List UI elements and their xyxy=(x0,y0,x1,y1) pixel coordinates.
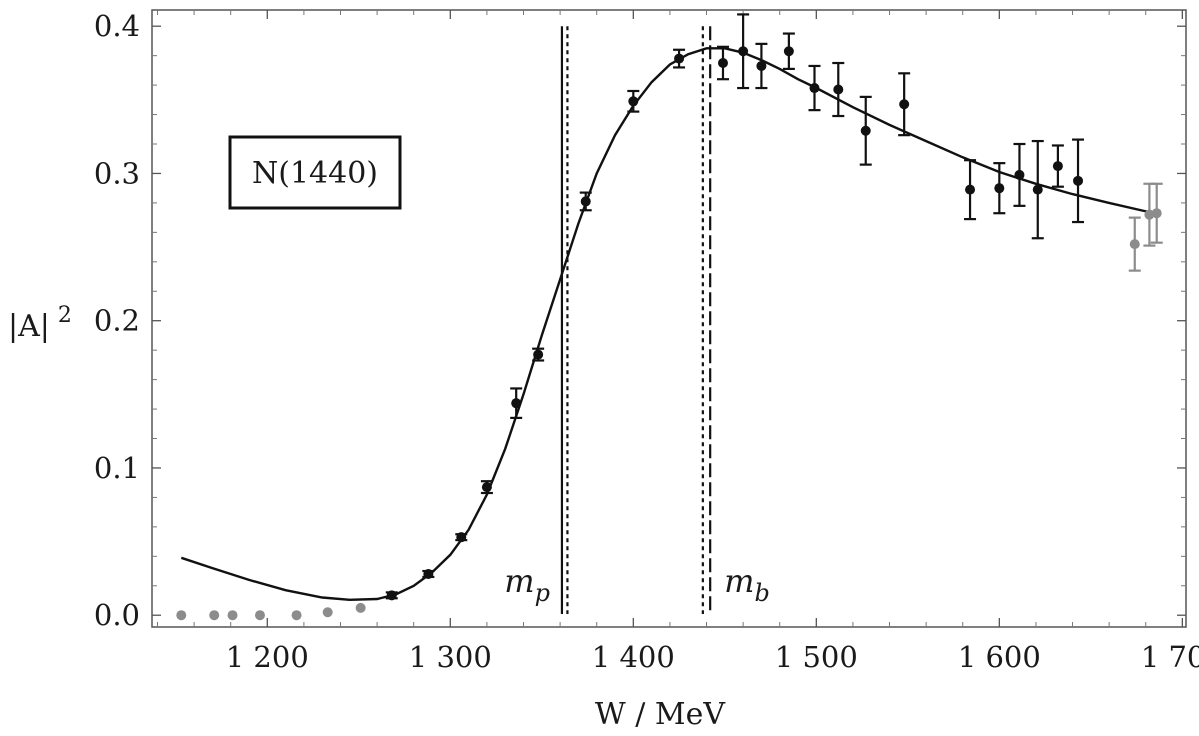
data-point xyxy=(628,96,639,107)
x-tick-label: 1 200 xyxy=(226,640,309,674)
x-tick-label: 1 400 xyxy=(592,640,675,674)
data-point xyxy=(291,610,302,621)
data-point xyxy=(717,58,728,69)
y-axis-title-main: |A| xyxy=(8,309,50,344)
x-axis-title: W / MeV xyxy=(595,697,726,732)
data-point xyxy=(1151,208,1162,219)
data-point xyxy=(227,610,238,621)
axis-ticks xyxy=(152,10,1186,627)
data-points-layer xyxy=(176,13,1163,621)
mass-lines xyxy=(560,26,712,614)
mass-label-main: m xyxy=(504,562,534,600)
tick-labels: 1 200 1 300 1 400 1 500 1 600 1 700 0.0 0.1 0.2 0… xyxy=(94,9,1199,674)
data-point xyxy=(254,610,265,621)
mass-label-main: m xyxy=(724,562,754,600)
plot-frame xyxy=(151,9,1187,628)
data-point xyxy=(965,184,976,195)
data-point xyxy=(1014,169,1025,180)
data-point xyxy=(833,84,844,95)
data-point xyxy=(355,602,366,613)
data-point xyxy=(511,398,522,409)
data-point xyxy=(756,60,767,71)
y-tick-label: 0.0 xyxy=(94,598,140,632)
mass-labels: mp mb xyxy=(504,562,770,607)
data-point xyxy=(1032,184,1043,195)
annotation-label: N(1440) xyxy=(252,156,378,191)
data-point xyxy=(176,610,187,621)
data-point xyxy=(899,99,910,110)
y-tick-label: 0.3 xyxy=(94,156,140,190)
annotation-frame xyxy=(228,135,402,210)
data-point xyxy=(386,590,397,601)
data-point xyxy=(456,532,467,543)
fit-curve xyxy=(180,47,1161,602)
data-point xyxy=(809,83,820,94)
y-tick-label: 0.4 xyxy=(94,9,140,43)
data-point xyxy=(860,125,871,136)
mass-label-p: mp xyxy=(504,562,550,607)
data-point xyxy=(783,46,794,57)
mass-label-sub: p xyxy=(535,579,550,607)
y-tick-label: 0.2 xyxy=(94,304,140,338)
data-point xyxy=(1129,239,1140,250)
data-point xyxy=(1073,175,1084,186)
data-point xyxy=(533,349,544,360)
mass-label-sub: b xyxy=(755,579,770,607)
data-point xyxy=(423,568,434,579)
data-point xyxy=(738,46,749,57)
y-axis-title-sup: 2 xyxy=(58,303,72,328)
data-point xyxy=(580,196,591,207)
y-tick-label: 0.1 xyxy=(94,451,140,485)
y-axis-title: |A| 2 xyxy=(8,303,72,344)
data-point xyxy=(481,482,492,493)
data-point xyxy=(322,607,333,618)
x-tick-label: 1 500 xyxy=(775,640,858,674)
data-point xyxy=(1052,161,1063,172)
annotation-box: N(1440) xyxy=(228,135,402,210)
data-point xyxy=(994,183,1005,194)
x-tick-label: 1 700 xyxy=(1141,640,1199,674)
x-tick-label: 1 600 xyxy=(958,640,1041,674)
mass-label-b: mb xyxy=(724,562,770,607)
data-point xyxy=(209,610,220,621)
x-tick-label: 1 300 xyxy=(409,640,492,674)
data-point xyxy=(674,53,685,64)
fit-curve-layer xyxy=(180,47,1161,602)
